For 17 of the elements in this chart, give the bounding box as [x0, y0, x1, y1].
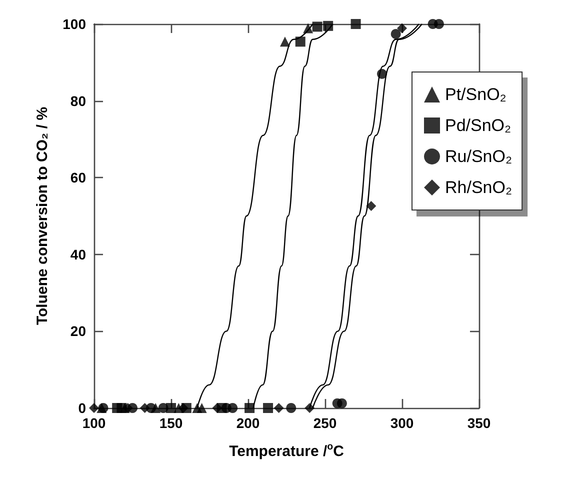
x-tick-label: 100 — [82, 415, 106, 431]
y-tick-label: 100 — [62, 16, 86, 32]
y-tick-label: 60 — [70, 170, 86, 186]
x-tick-label: 200 — [236, 415, 260, 431]
x-tick-label: 300 — [390, 415, 414, 431]
y-tick-label: 0 — [78, 400, 86, 416]
x-tick-label: 350 — [467, 415, 491, 431]
y-axis-title: Toluene conversion to CO₂ / % — [34, 106, 51, 326]
y-tick-label: 20 — [70, 323, 86, 340]
x-tick-label: 250 — [313, 415, 337, 431]
x-tick-label: 150 — [159, 415, 183, 431]
legend-label: Ru/SnO₂ — [445, 147, 512, 166]
y-tick-label: 40 — [70, 246, 86, 262]
y-tick-label: 80 — [70, 92, 86, 109]
legend-label: Pd/SnO₂ — [445, 116, 512, 135]
legend-label: Rh/SnO₂ — [445, 178, 512, 197]
legend-label: Pt/SnO₂ — [445, 85, 506, 104]
